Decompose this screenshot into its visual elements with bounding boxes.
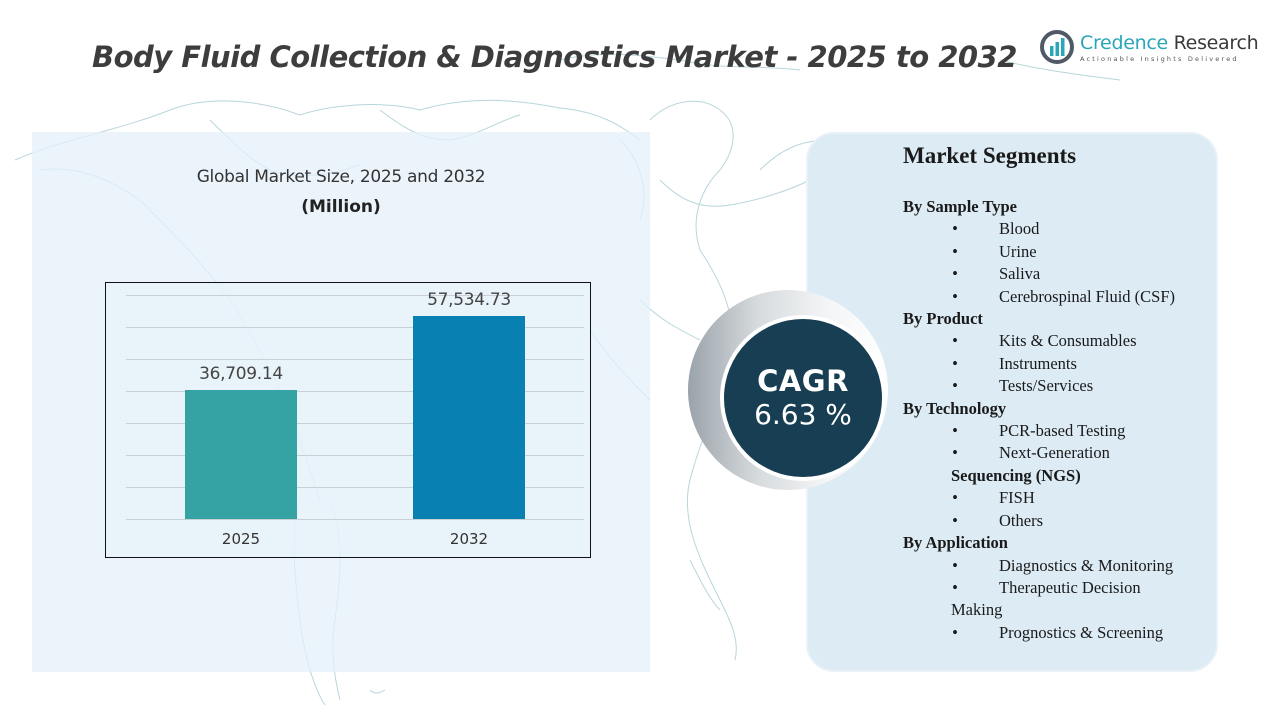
bullet-icon: • [952,376,958,396]
bar-chart: 36,709.14 57,534.73 2025 2032 [105,282,591,558]
bar-chart-circle-icon [1040,30,1074,64]
segment-item: • Others [903,510,1175,532]
gridline [126,359,584,360]
bullet-icon: • [952,555,958,575]
bar-2032 [413,316,525,519]
credence-research-logo: Credence Research Actionable Insights De… [1040,30,1259,64]
segment-item: • Therapeutic Decision [903,577,1175,599]
segment-item-continuation: Sequencing (NGS) [951,465,1081,485]
chart-unit: (Million) [301,197,381,217]
gridline [126,327,584,328]
segment-item: • Prognostics & Screening [903,622,1175,644]
segment-item: • Next-Generation [903,442,1175,464]
logo-name: Credence Research [1080,31,1259,54]
segment-group-title: By Application [903,533,1008,553]
segment-item-continuation: Making [951,600,1003,620]
segment-item: • PCR-based Testing [903,420,1175,442]
segment-item: • Cerebrospinal Fluid (CSF) [903,286,1175,308]
segment-group-title: By Technology [903,398,1007,418]
bar-2025 [185,390,297,519]
bar-value-label-2025: 36,709.14 [199,364,283,384]
gridline [126,391,584,392]
cagr-badge: CAGR 6.63 % [720,315,886,481]
bullet-icon: • [952,622,958,642]
gridline [126,455,584,456]
bullet-icon: • [952,241,958,261]
bullet-icon: • [952,488,958,508]
segment-item: • Blood [903,218,1175,240]
cagr-label: CAGR [757,364,849,398]
bullet-icon: • [952,331,958,351]
segment-group-title: By Product [903,309,983,329]
chart-title: Global Market Size, 2025 and 2032 [196,167,486,187]
bullet-icon: • [952,264,958,284]
bullet-icon: • [952,219,958,239]
bar-value-label-2032: 57,534.73 [427,290,511,310]
segment-group-title: By Sample Type [903,197,1017,216]
segment-item: • Urine [903,241,1175,263]
category-label-2025: 2025 [221,530,261,548]
segment-item: • FISH [903,487,1175,509]
category-label-2032: 2032 [449,530,489,548]
x-axis-baseline [126,519,584,520]
segments-list: By Sample Type • Blood • Urine • Saliva • Ce… [903,196,1175,644]
bullet-icon: • [952,443,958,463]
segment-item: • Instruments [903,353,1175,375]
bullet-icon: • [952,421,958,441]
gridline [126,423,584,424]
bullet-icon: • [952,577,958,597]
gridline [126,487,584,488]
bullet-icon: • [952,286,958,306]
page-title: Body Fluid Collection & Diagnostics Mark… [92,40,1017,74]
bullet-icon: • [952,510,958,530]
segment-item: • Kits & Consumables [903,330,1175,352]
segment-item: • Saliva [903,263,1175,285]
cagr-value: 6.63 % [754,398,852,431]
gridline [126,295,584,296]
segment-item: • Diagnostics & Monitoring [903,555,1175,577]
bullet-icon: • [952,353,958,373]
segment-item: • Tests/Services [903,375,1175,397]
segments-title: Market Segments [903,143,1077,168]
logo-tagline: Actionable Insights Delivered [1080,54,1239,63]
